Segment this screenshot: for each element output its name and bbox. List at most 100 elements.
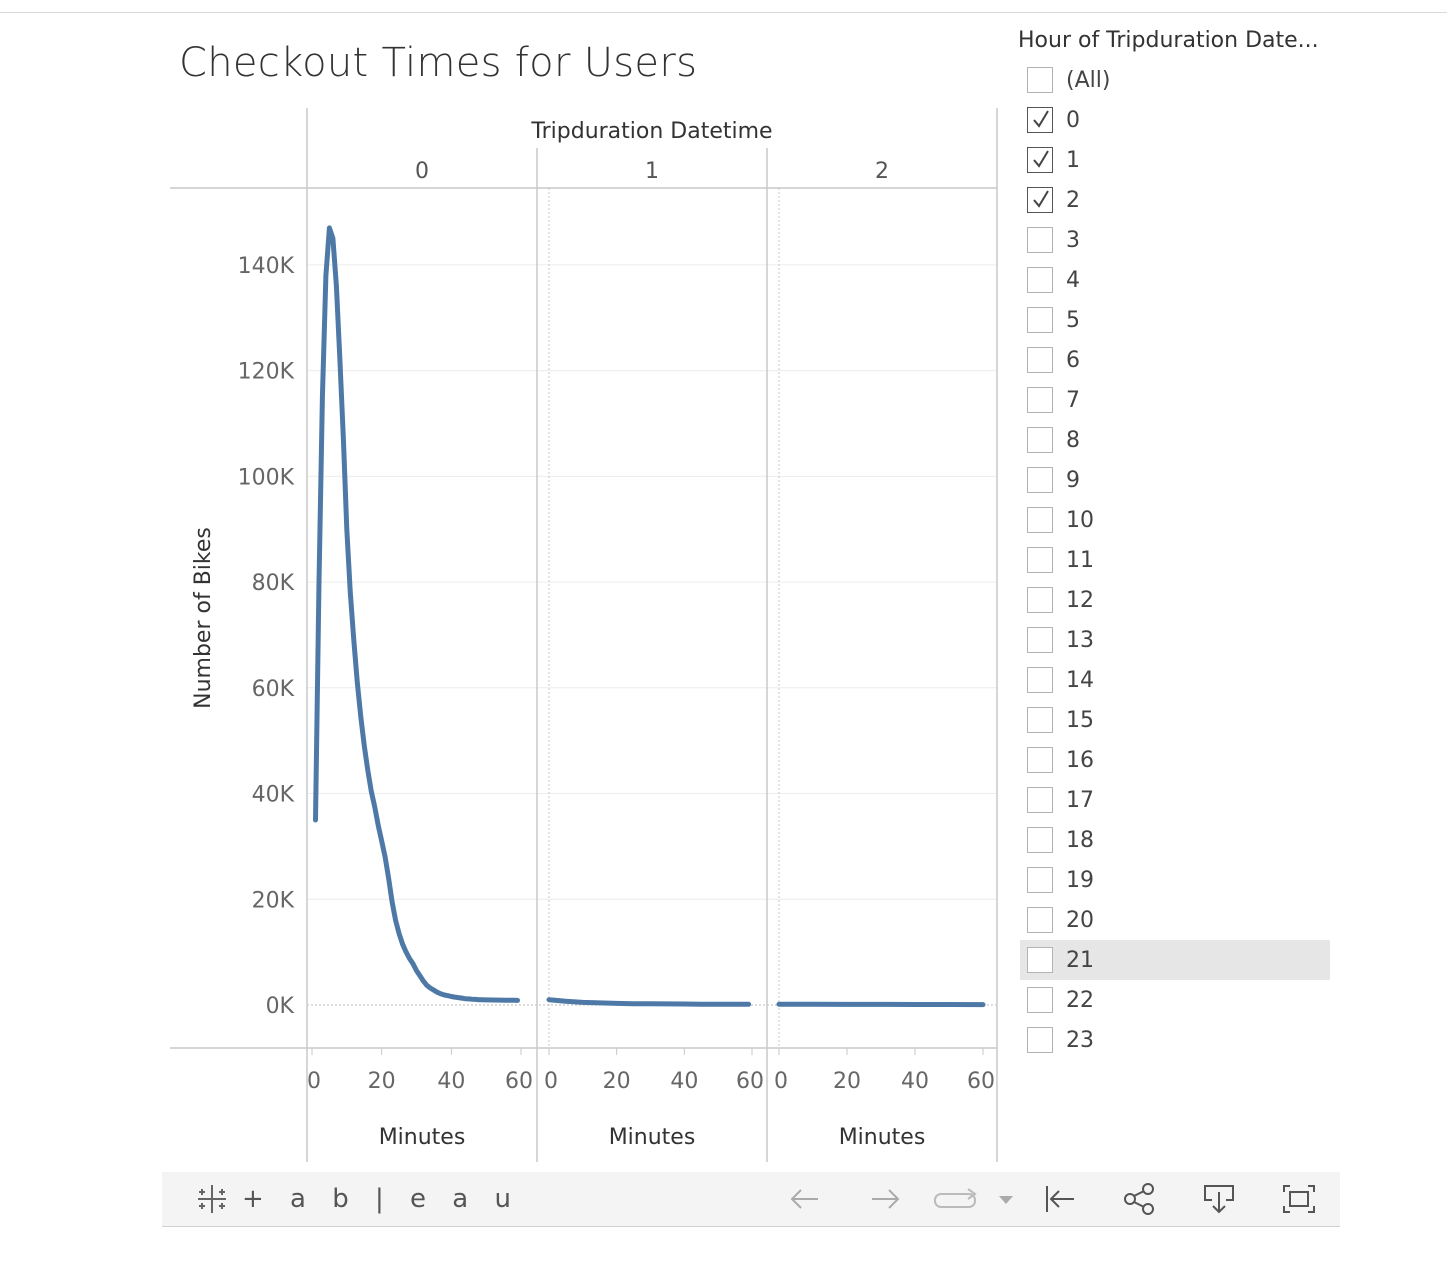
x-tick-label: 60: [967, 1069, 995, 1094]
filter-item[interactable]: 8: [1020, 420, 1330, 460]
filter-item[interactable]: 4: [1020, 260, 1330, 300]
y-tick-label: 60K: [252, 677, 295, 702]
filter-item[interactable]: 22: [1020, 980, 1330, 1020]
filter-item[interactable]: 2: [1020, 180, 1330, 220]
x-tick-label: 40: [901, 1069, 929, 1094]
filter-item[interactable]: 21: [1020, 940, 1330, 980]
filter-checkbox[interactable]: [1027, 387, 1053, 413]
y-tick-label: 120K: [238, 360, 295, 385]
x-tick-label: 60: [736, 1069, 764, 1094]
filter-checkbox[interactable]: [1027, 187, 1053, 213]
filter-item[interactable]: 10: [1020, 500, 1330, 540]
download-icon[interactable]: [1202, 1182, 1236, 1216]
top-divider: [0, 12, 1447, 13]
panel-header: 2: [875, 159, 889, 184]
filter-item-label: 15: [1066, 707, 1094, 733]
filter-checkbox[interactable]: [1027, 547, 1053, 573]
filter-item[interactable]: 0: [1020, 100, 1330, 140]
filter-checkbox[interactable]: [1027, 947, 1053, 973]
filter-item-label: 4: [1066, 267, 1080, 293]
filter-item[interactable]: (All): [1020, 60, 1330, 100]
filter-checkbox[interactable]: [1027, 1027, 1053, 1053]
filter-checkbox[interactable]: [1027, 587, 1053, 613]
y-tick-label: 40K: [252, 783, 295, 808]
filter-item[interactable]: 1: [1020, 140, 1330, 180]
filter-item-label: 17: [1066, 787, 1094, 813]
reset-icon[interactable]: [1042, 1182, 1076, 1216]
chart-title: Checkout Times for Users: [179, 40, 698, 86]
filter-item-label: 16: [1066, 747, 1094, 773]
filter-item[interactable]: 3: [1020, 220, 1330, 260]
x-tick-label: 0: [774, 1069, 788, 1094]
undo-icon[interactable]: [788, 1182, 822, 1216]
filter-item-label: 0: [1066, 107, 1080, 133]
series-line-hour-0: [313, 225, 520, 1003]
tableau-logo-icon: [198, 1185, 226, 1213]
filter-item-label: 14: [1066, 667, 1094, 693]
x-axis-label: Minutes: [839, 1125, 926, 1150]
filter-checkbox[interactable]: [1027, 627, 1053, 653]
series-line-hour-1: [546, 997, 752, 1007]
filter-checkbox[interactable]: [1027, 67, 1053, 93]
filter-title: Hour of Tripduration Date...: [1018, 28, 1319, 53]
filter-item[interactable]: 13: [1020, 620, 1330, 660]
revert-icon[interactable]: [932, 1182, 982, 1216]
x-tick-label: 20: [368, 1069, 396, 1094]
filter-item[interactable]: 20: [1020, 900, 1330, 940]
filter-checkbox[interactable]: [1027, 827, 1053, 853]
filter-item[interactable]: 7: [1020, 380, 1330, 420]
filter-checkbox[interactable]: [1027, 427, 1053, 453]
share-icon[interactable]: [1122, 1182, 1156, 1216]
filter-item[interactable]: 11: [1020, 540, 1330, 580]
filter-checkbox[interactable]: [1027, 507, 1053, 533]
x-tick-label: 0: [307, 1069, 321, 1094]
filter-checkbox[interactable]: [1027, 347, 1053, 373]
filter-item[interactable]: 6: [1020, 340, 1330, 380]
dropdown-caret-icon[interactable]: [996, 1182, 1016, 1216]
fullscreen-icon[interactable]: [1282, 1182, 1316, 1216]
filter-item-label: 21: [1066, 947, 1094, 973]
checkmark-icon: [1033, 150, 1049, 168]
filter-item-label: 18: [1066, 827, 1094, 853]
filter-item[interactable]: 14: [1020, 660, 1330, 700]
filter-item[interactable]: 5: [1020, 300, 1330, 340]
filter-item[interactable]: 23: [1020, 1020, 1330, 1060]
x-tick-label: 0: [544, 1069, 558, 1094]
tableau-toolbar: + a b | e a u: [162, 1172, 1340, 1227]
filter-checkbox[interactable]: [1027, 667, 1053, 693]
filter-checkbox[interactable]: [1027, 907, 1053, 933]
tableau-wordmark: + a b | e a u: [242, 1184, 520, 1214]
filter-item[interactable]: 16: [1020, 740, 1330, 780]
tableau-logo[interactable]: + a b | e a u: [194, 1181, 520, 1217]
filter-checkbox[interactable]: [1027, 747, 1053, 773]
filter-item[interactable]: 15: [1020, 700, 1330, 740]
filter-checkbox[interactable]: [1027, 107, 1053, 133]
filter-checkbox[interactable]: [1027, 787, 1053, 813]
y-tick-label: 80K: [252, 571, 295, 596]
hour-filter-list: (All) 0 1 2 3 4 5 6 7 8 9 10 11 12 13 14 15 16 17 18 19 20 21 2…: [1020, 60, 1330, 1060]
filter-checkbox[interactable]: [1027, 307, 1053, 333]
filter-item-label: 12: [1066, 587, 1094, 613]
redo-icon[interactable]: [868, 1182, 902, 1216]
filter-item[interactable]: 18: [1020, 820, 1330, 860]
filter-checkbox[interactable]: [1027, 467, 1053, 493]
filter-item-label: 3: [1066, 227, 1080, 253]
filter-item[interactable]: 9: [1020, 460, 1330, 500]
filter-item-label: 10: [1066, 507, 1094, 533]
filter-item-label: 9: [1066, 467, 1080, 493]
filter-item-label: 19: [1066, 867, 1094, 893]
x-tick-label: 60: [505, 1069, 533, 1094]
filter-item-label: 1: [1066, 147, 1080, 173]
filter-checkbox[interactable]: [1027, 227, 1053, 253]
y-tick-label: 20K: [252, 888, 295, 913]
filter-item[interactable]: 12: [1020, 580, 1330, 620]
filter-checkbox[interactable]: [1027, 147, 1053, 173]
x-tick-label: 20: [833, 1069, 861, 1094]
filter-checkbox[interactable]: [1027, 987, 1053, 1013]
filter-item[interactable]: 17: [1020, 780, 1330, 820]
filter-checkbox[interactable]: [1027, 267, 1053, 293]
filter-checkbox[interactable]: [1027, 867, 1053, 893]
filter-item[interactable]: 19: [1020, 860, 1330, 900]
filter-checkbox[interactable]: [1027, 707, 1053, 733]
x-tick-label: 20: [603, 1069, 631, 1094]
